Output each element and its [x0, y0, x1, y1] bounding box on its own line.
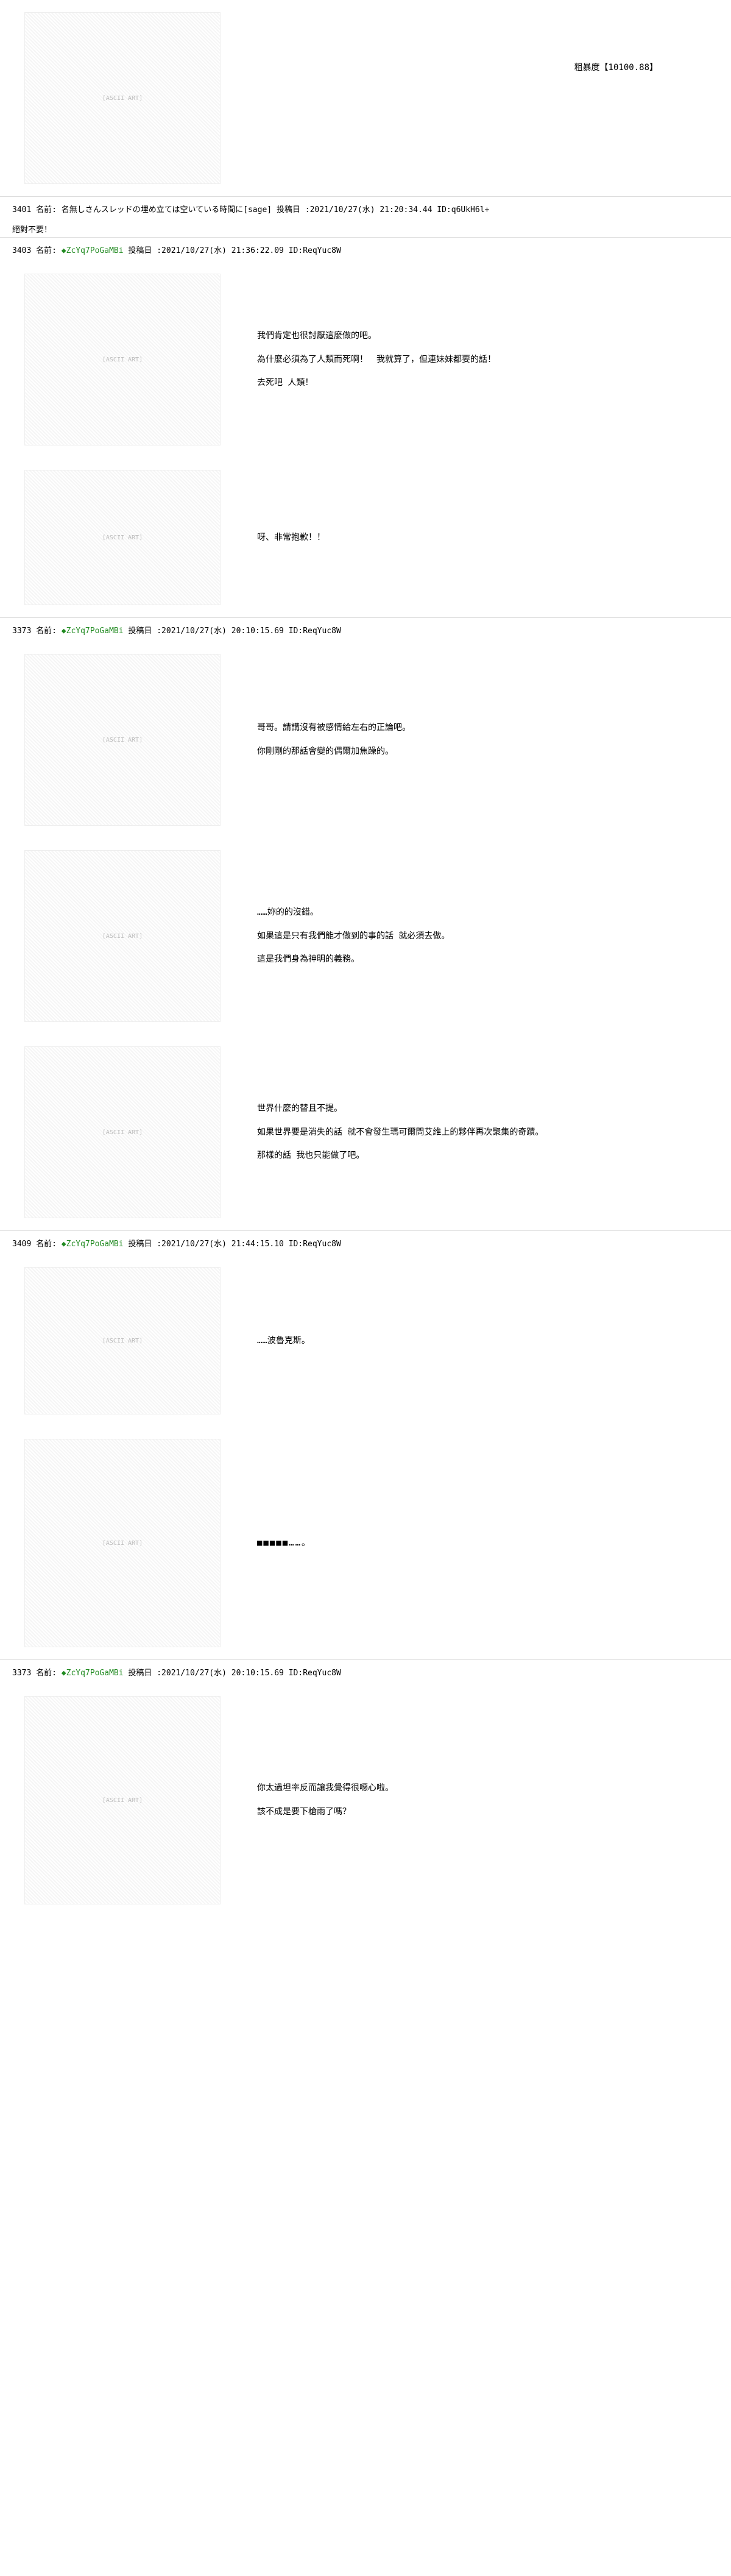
ascii-art-4: [ASCII ART] [24, 654, 221, 826]
dialogue-line: 呀、非常抱歉！！ [257, 528, 325, 547]
post-number: 3401 [12, 205, 31, 215]
ascii-art-7: [ASCII ART] [24, 1267, 221, 1414]
dialogue-line: 這是我們身為神明的義務。 [257, 950, 450, 969]
panel-3: [ASCII ART] 呀、非常抱歉！！ [0, 458, 731, 617]
panel-1: [ASCII ART] 粗暴度【10100.88】 [0, 0, 731, 196]
post-header-3373a: 3373 名前: ◆ZcYq7PoGaMBi 投稿日 :2021/10/27(水… [0, 617, 731, 642]
dialogue-line: 那樣的話 我也只能做了吧。 [257, 1146, 543, 1165]
dialogue-line: 該不成是要下槍雨了嗎？ [257, 1803, 394, 1822]
ascii-art-1: [ASCII ART] [24, 12, 221, 184]
post-date: :2021/10/27(水) 20:10:15.69 ID:ReqYuc8W [157, 1669, 341, 1678]
date-label: 投稿日 [128, 246, 152, 255]
dialogue-line: 世界什麼的替且不提。 [257, 1099, 543, 1118]
post-date: :2021/10/27(水) 20:10:15.69 ID:ReqYuc8W [157, 626, 341, 636]
tripcode: ◆ZcYq7PoGaMBi [62, 1240, 124, 1249]
name-label: 名前: [36, 1240, 57, 1249]
name-label: 名前: [36, 1669, 57, 1678]
panel-4: [ASCII ART] 哥哥。請講沒有被感情給左右的正論吧。 你剛剛的那話會變的… [0, 642, 731, 838]
dialogue-line: 你太過坦率反而讓我覺得很噁心啦。 [257, 1779, 394, 1798]
ascii-art-9: [ASCII ART] [24, 1696, 221, 1904]
post-header-3403: 3403 名前: ◆ZcYq7PoGaMBi 投稿日 :2021/10/27(水… [0, 237, 731, 261]
poster-name: 名無しさんスレッドの埋め立ては空いている時間に[sage] [62, 205, 272, 215]
name-label: 名前: [36, 246, 57, 255]
panel-6: [ASCII ART] 世界什麼的替且不提。 如果世界要是消失的話 就不會發生瑪… [0, 1034, 731, 1230]
dialogue-line: 去死吧 人類！ [257, 374, 496, 392]
dialogue-line: 哥哥。請講沒有被感情給左右的正論吧。 [257, 719, 411, 737]
date-label: 投稿日 [277, 205, 300, 215]
panel-7: [ASCII ART] ……波魯克斯。 [0, 1255, 731, 1427]
date-label: 投稿日 [128, 626, 152, 636]
dialogue-4: 哥哥。請講沒有被感情給左右的正論吧。 你剛剛的那話會變的偶爾加焦躁的。 [257, 714, 411, 766]
panel-5: [ASCII ART] ……妳的的沒錯。 如果這是只有我們能才做到的事的話 就必… [0, 838, 731, 1034]
post-header-3409: 3409 名前: ◆ZcYq7PoGaMBi 投稿日 :2021/10/27(水… [0, 1230, 731, 1255]
dialogue-line: 如果這是只有我們能才做到的事的話 就必須去做。 [257, 927, 450, 946]
ascii-art-2: [ASCII ART] [24, 274, 221, 445]
dialogue-9: 你太過坦率反而讓我覺得很噁心啦。 該不成是要下槍雨了嗎？ [257, 1774, 394, 1826]
panel-2: [ASCII ART] 我們肯定也很討厭這麼做的吧。 為什麼必須為了人類而死啊！… [0, 261, 731, 458]
date-label: 投稿日 [128, 1669, 152, 1678]
tripcode: ◆ZcYq7PoGaMBi [62, 1669, 124, 1678]
post-number: 3373 [12, 1669, 31, 1678]
dialogue-line: 你剛剛的那話會變的偶爾加焦躁的。 [257, 742, 411, 761]
post-number: 3409 [12, 1240, 31, 1249]
name-label: 名前: [36, 205, 57, 215]
dialogue-line: ■■■■■……。 [257, 1534, 311, 1553]
dialogue-line: 我們肯定也很討厭這麼做的吧。 [257, 327, 496, 346]
post-number: 3373 [12, 626, 31, 636]
ascii-art-8: [ASCII ART] [24, 1439, 221, 1647]
dialogue-8: ■■■■■……。 [257, 1529, 311, 1558]
ascii-art-3: [ASCII ART] [24, 470, 221, 605]
tripcode: ◆ZcYq7PoGaMBi [62, 626, 124, 636]
ascii-art-5: [ASCII ART] [24, 850, 221, 1022]
post-header-3373b: 3373 名前: ◆ZcYq7PoGaMBi 投稿日 :2021/10/27(水… [0, 1659, 731, 1684]
dialogue-5: ……妳的的沒錯。 如果這是只有我們能才做到的事的話 就必須去做。 這是我們身為神… [257, 898, 450, 974]
post-date: :2021/10/27(水) 21:44:15.10 ID:ReqYuc8W [157, 1240, 341, 1249]
post-header-3401: 3401 名前: 名無しさんスレッドの埋め立ては空いている時間に[sage] 投… [0, 196, 731, 221]
dialogue-6: 世界什麼的替且不提。 如果世界要是消失的話 就不會發生瑪可爾問艾維上的夥伴再次聚… [257, 1095, 543, 1170]
dialogue-7: ……波魯克斯。 [257, 1327, 310, 1355]
ascii-art-6: [ASCII ART] [24, 1046, 221, 1218]
dialogue-3: 呀、非常抱歉！！ [257, 523, 325, 552]
post-date: :2021/10/27(水) 21:20:34.44 ID:q6UkH6l+ [305, 205, 490, 215]
tripcode: ◆ZcYq7PoGaMBi [62, 246, 124, 255]
stat-box: 粗暴度【10100.88】 [574, 61, 658, 73]
date-label: 投稿日 [128, 1240, 152, 1249]
name-label: 名前: [36, 626, 57, 636]
dialogue-line: ……波魯克斯。 [257, 1332, 310, 1350]
dialogue-line: 如果世界要是消失的話 就不會發生瑪可爾問艾維上的夥伴再次聚集的奇蹟。 [257, 1123, 543, 1142]
stat-text: 粗暴度【10100.88】 [574, 63, 658, 73]
panel-9: [ASCII ART] 你太過坦率反而讓我覺得很噁心啦。 該不成是要下槍雨了嗎？ [0, 1684, 731, 1917]
dialogue-line: ……妳的的沒錯。 [257, 903, 450, 922]
dialogue-2: 我們肯定也很討厭這麼做的吧。 為什麼必須為了人類而死啊！ 我就算了，但連妹妹都要… [257, 322, 496, 397]
panel-8: [ASCII ART] ■■■■■……。 [0, 1427, 731, 1659]
post-date: :2021/10/27(水) 21:36:22.09 ID:ReqYuc8W [157, 246, 341, 255]
post-number: 3403 [12, 246, 31, 255]
dialogue-line: 為什麼必須為了人類而死啊！ 我就算了，但連妹妹都要的話！ [257, 350, 496, 369]
reply-text-3401: 絕對不要！ [0, 221, 731, 237]
